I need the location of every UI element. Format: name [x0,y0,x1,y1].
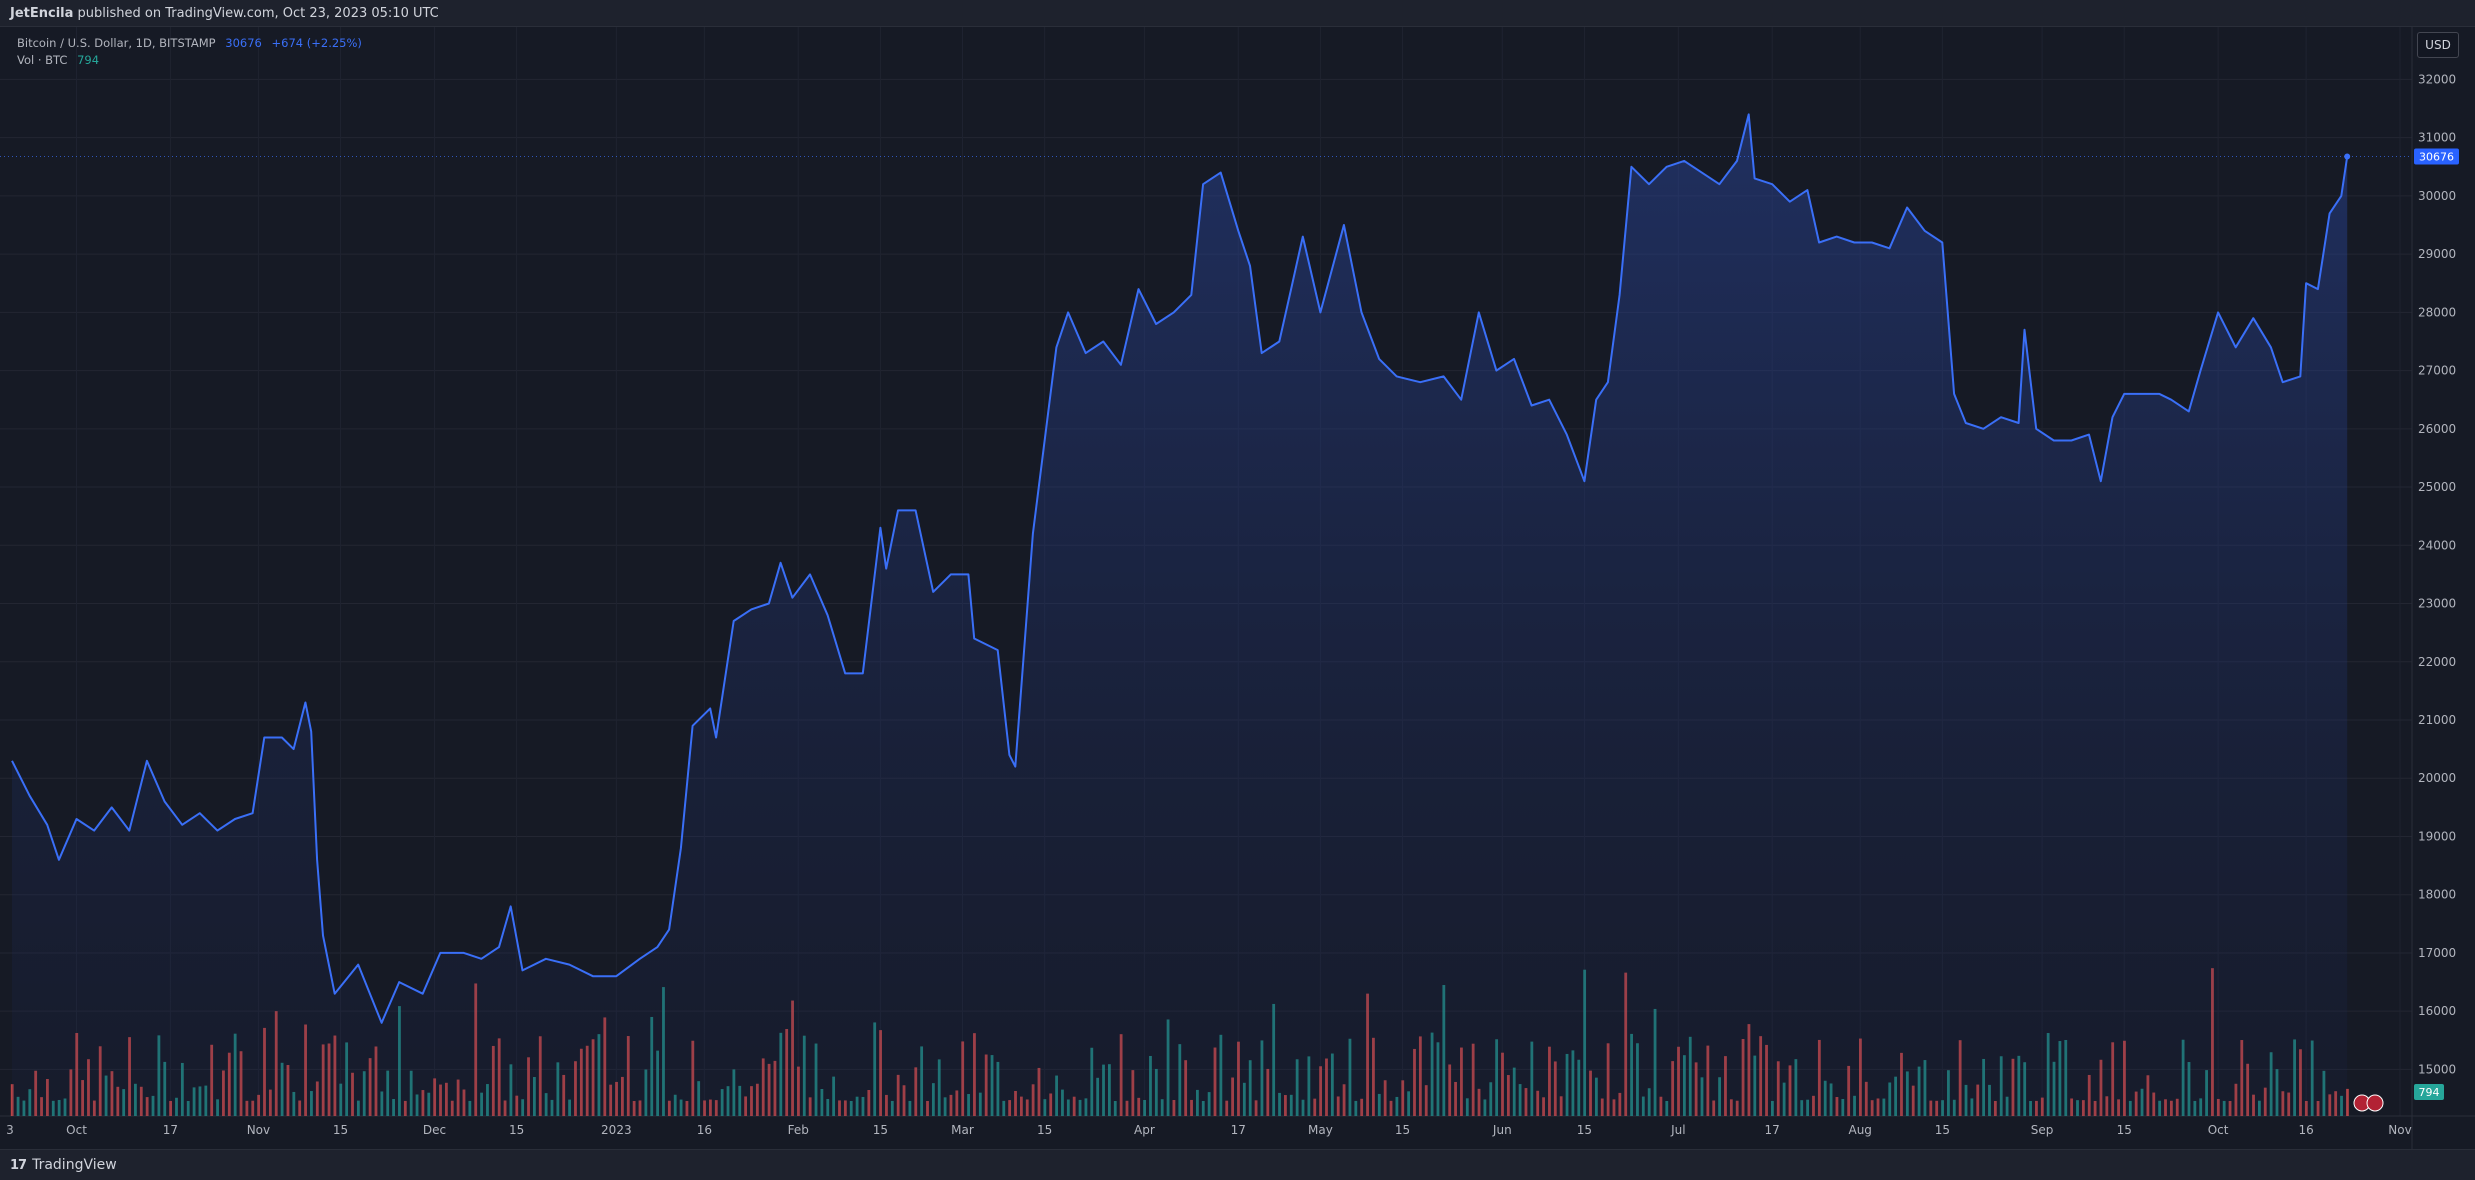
chart-area[interactable]: 15000 16000 17000 18000 19000 20000 21000 22000… [0,27,2475,1149]
x-tick-label: 15 [873,1123,888,1137]
symbol-name[interactable]: Bitcoin / U.S. Dollar, 1D, BITSTAMP [17,36,216,50]
x-tick-label: 15 [1577,1123,1592,1137]
y-tick-label: 18000 [2418,888,2456,902]
x-tick-label: May [1308,1123,1333,1137]
x-tick-label: 15 [1395,1123,1410,1137]
y-tick-label: 23000 [2418,597,2456,611]
x-tick-label: 15 [1935,1123,1950,1137]
y-tick-label: 22000 [2418,655,2456,669]
x-tick-label: 16 [2298,1123,2313,1137]
y-tick-label: 21000 [2418,713,2456,727]
y-tick-label: 17000 [2418,946,2456,960]
x-tick-label: Mar [951,1123,974,1137]
x-tick-label: 3 [6,1123,14,1137]
volume-badge [2414,1084,2444,1100]
y-tick-label: 24000 [2418,538,2456,552]
x-tick-label: 15 [1037,1123,1052,1137]
x-tick-label: 16 [697,1123,712,1137]
publish-bar: JetEncila published on TradingView.com, … [0,0,2475,27]
volume-label[interactable]: Vol · BTC [17,53,68,67]
volume-badge-text: 794 [2419,1086,2440,1099]
price-change: +674 (+2.25%) [271,36,362,50]
x-tick-label: Feb [788,1123,809,1137]
price-chart[interactable]: 15000 16000 17000 18000 19000 20000 21000 22000… [0,27,2475,1149]
y-tick-label: 28000 [2418,305,2456,319]
x-tick-label: 17 [1765,1123,1780,1137]
x-tick-label: 17 [1231,1123,1246,1137]
x-tick-label: Oct [66,1123,87,1137]
x-tick-label: 2023 [601,1123,632,1137]
y-tick-label: 31000 [2418,131,2456,145]
price-badge [2414,148,2459,165]
price-badge-text: 30676 [2419,151,2454,164]
x-tick-label: 15 [2117,1123,2132,1137]
x-tick-label: Nov [2388,1123,2411,1137]
price-area [12,114,2348,1116]
x-tick-label: Oct [2208,1123,2229,1137]
author-name[interactable]: JetEncila [10,6,74,21]
last-price: 30676 [225,36,262,50]
y-tick-label: 19000 [2418,829,2456,843]
y-tick-label: 29000 [2418,247,2456,261]
chart-legend: Bitcoin / U.S. Dollar, 1D, BITSTAMP 3067… [17,35,362,69]
legend-symbol-row: Bitcoin / U.S. Dollar, 1D, BITSTAMP 3067… [17,35,362,52]
y-tick-label: 25000 [2418,480,2456,494]
x-tick-label: Aug [1848,1123,1871,1137]
legend-volume-row: Vol · BTC 794 [17,52,362,69]
price-line [11,113,2349,1024]
y-tick-label: 32000 [2418,72,2456,86]
tradingview-logo-icon: 17 [10,1157,27,1173]
x-tick-label: 15 [509,1123,524,1137]
x-tick-label: Jun [1492,1123,1512,1137]
publish-info: JetEncila published on TradingView.com, … [10,6,439,21]
y-tick-label: 27000 [2418,364,2456,378]
y-tick-label: 20000 [2418,771,2456,785]
us-flag-icon [2366,1094,2384,1112]
footer-bar: 17 TradingView [0,1149,2475,1180]
y-tick-label: 15000 [2418,1062,2456,1076]
currency-button[interactable]: USD [2417,32,2459,58]
brand[interactable]: 17 TradingView [10,1157,117,1173]
x-tick-label: Jul [1670,1123,1685,1137]
brand-name: TradingView [32,1157,117,1173]
volume-bar [2345,1088,2349,1116]
x-tick-label: 17 [163,1123,178,1137]
x-tick-label: Nov [247,1123,270,1137]
x-tick-label: Dec [423,1123,446,1137]
x-tick-label: Apr [1134,1123,1155,1137]
y-tick-label: 16000 [2418,1004,2456,1018]
x-tick-label: Sep [2031,1123,2054,1137]
last-price-dot [2344,153,2351,160]
published-text: published on TradingView.com, Oct 23, 20… [77,6,439,21]
y-tick-label: 26000 [2418,422,2456,436]
y-tick-label: 30000 [2418,189,2456,203]
volume-value: 794 [77,53,100,67]
x-tick-label: 15 [333,1123,348,1137]
